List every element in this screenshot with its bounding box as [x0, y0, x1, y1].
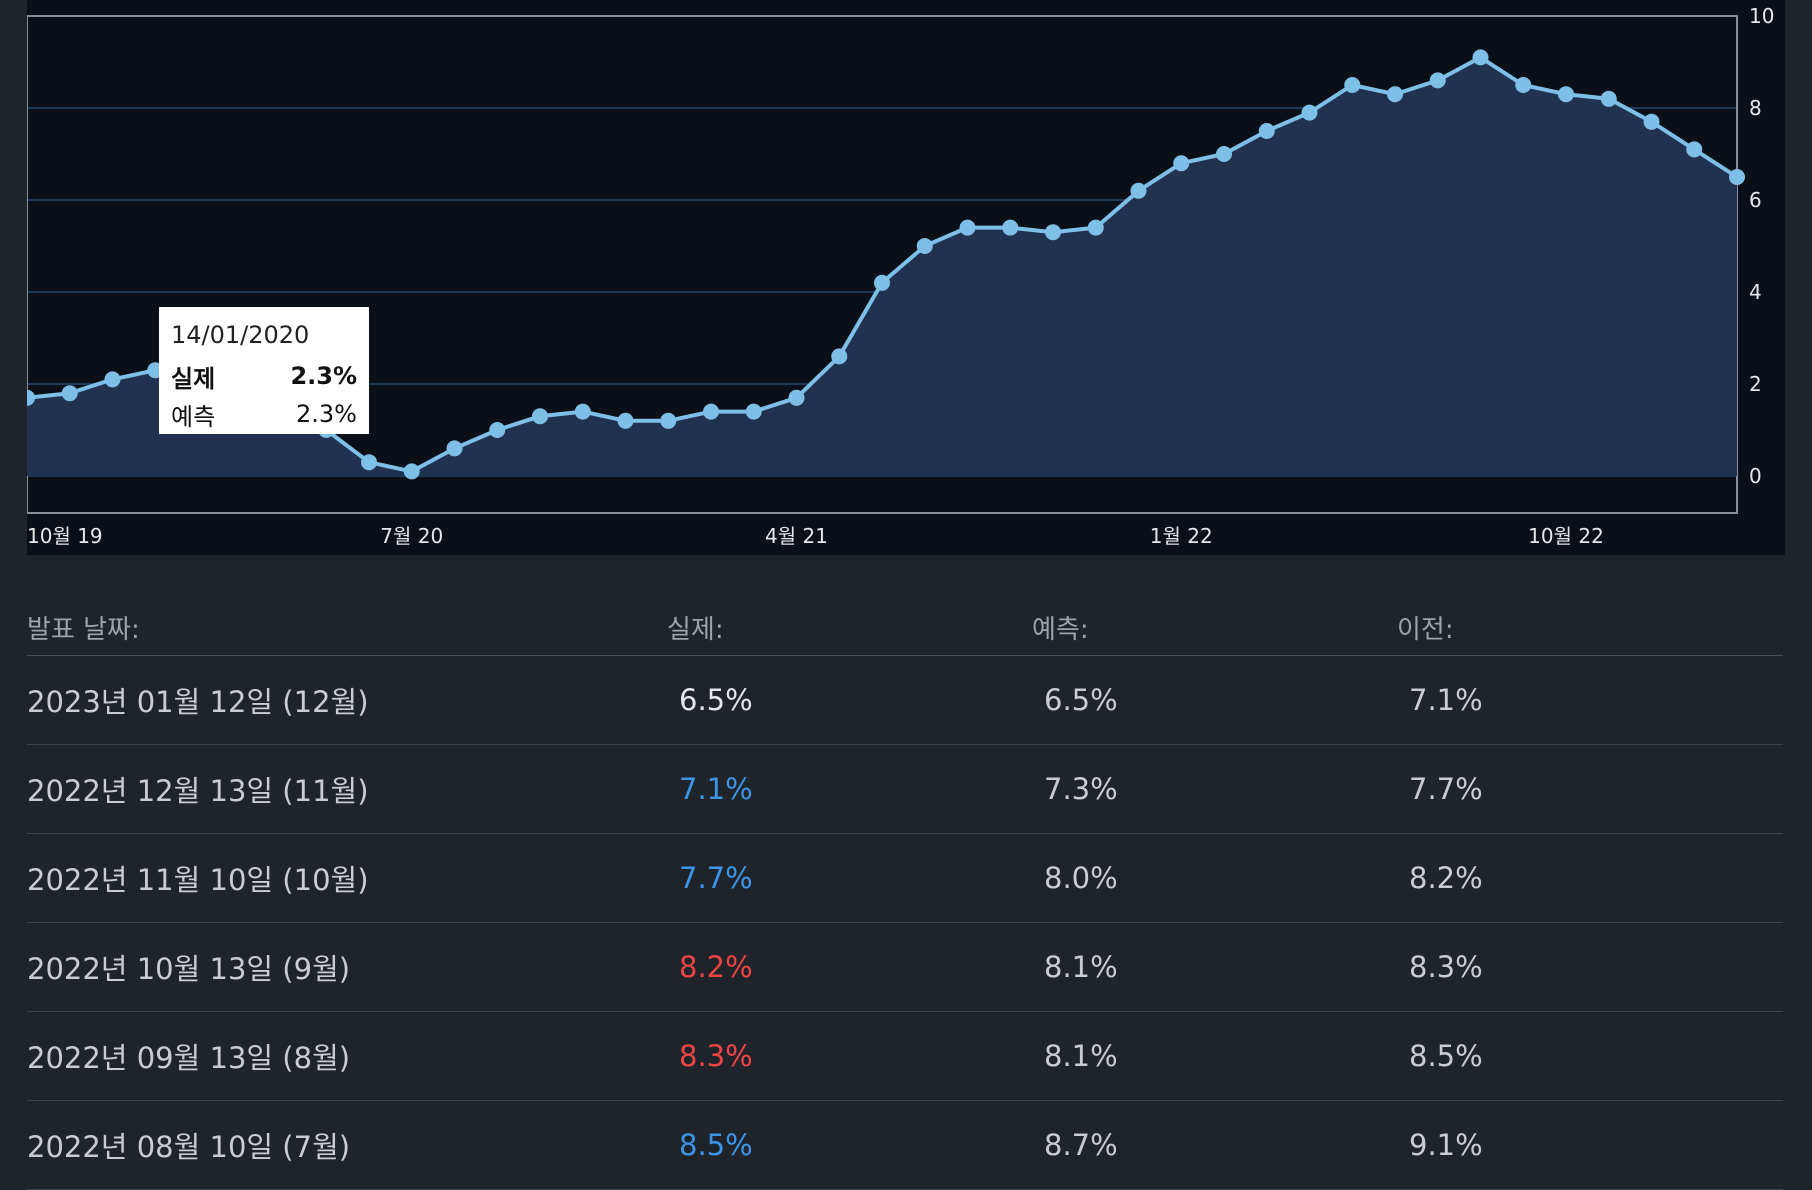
table-row: 2022년 12월 13일 (11월) 7.1% 7.3% 7.7%: [27, 745, 1783, 834]
chart-tooltip: 14/01/2020 실제 2.3% 예측 2.3%: [159, 307, 369, 434]
inflation-chart[interactable]: 0 2 4 6 8 10 10월 19 7월 20 4월 21 1월 22 10월 22 14/01…: [27, 0, 1785, 555]
data-point: [1045, 224, 1061, 241]
series-area: [27, 57, 1737, 477]
data-point: [532, 408, 548, 425]
y-tick-label: 4: [1749, 280, 1762, 304]
data-point: [1344, 77, 1361, 93]
header-forecast: 예측:: [1032, 615, 1089, 645]
row-forecast: 8.1%: [1044, 950, 1118, 984]
data-point: [1130, 182, 1147, 199]
tooltip-actual-label: 실제: [171, 364, 216, 393]
data-point: [1686, 141, 1703, 158]
row-actual: 8.3%: [679, 1039, 753, 1073]
tooltip-forecast-value: 2.3%: [296, 400, 357, 428]
row-previous: 8.3%: [1409, 950, 1483, 984]
row-previous: 7.1%: [1409, 683, 1483, 717]
x-tick-label: 10월 19: [27, 524, 103, 548]
data-point: [1387, 86, 1403, 103]
header-date: 발표 날짜:: [27, 615, 140, 645]
data-point: [1258, 123, 1275, 139]
x-tick-label: 10월 22: [1528, 524, 1604, 548]
header-actual: 실제:: [667, 615, 724, 645]
row-previous: 8.2%: [1409, 861, 1483, 895]
row-forecast: 8.7%: [1044, 1128, 1118, 1162]
data-point: [1729, 169, 1745, 185]
row-previous: 7.7%: [1409, 772, 1483, 806]
row-date: 2022년 10월 13일 (9월): [27, 952, 351, 986]
row-previous: 8.5%: [1409, 1039, 1483, 1073]
row-actual: 7.7%: [679, 861, 753, 895]
row-previous: 9.1%: [1409, 1128, 1483, 1162]
table-row: 2022년 10월 13일 (9월) 8.2% 8.1% 8.3%: [27, 923, 1783, 1012]
row-actual: 6.5%: [679, 683, 753, 717]
data-point: [788, 389, 805, 406]
data-point: [403, 463, 420, 480]
table-row: 2023년 01월 12일 (12월) 6.5% 6.5% 7.1%: [27, 656, 1783, 745]
data-point: [1558, 86, 1574, 103]
row-forecast: 8.1%: [1044, 1039, 1118, 1073]
data-point: [745, 403, 762, 420]
y-tick-label: 0: [1749, 464, 1762, 488]
data-point: [574, 403, 591, 420]
table-row: 2022년 11월 10일 (10월) 7.7% 8.0% 8.2%: [27, 834, 1783, 923]
data-point: [446, 440, 463, 457]
header-previous: 이전:: [1397, 615, 1454, 645]
table-body: 2023년 01월 12일 (12월) 6.5% 6.5% 7.1% 2022년 12월…: [27, 656, 1783, 1190]
data-point: [703, 403, 719, 420]
data-point: [1173, 155, 1190, 172]
tooltip-actual-value: 2.3%: [290, 362, 357, 390]
row-actual: 8.5%: [679, 1128, 753, 1162]
y-tick-label: 2: [1749, 372, 1762, 396]
row-forecast: 7.3%: [1044, 772, 1118, 806]
data-point: [617, 412, 634, 429]
row-date: 2022년 08월 10일 (7월): [27, 1130, 351, 1164]
chart-svg[interactable]: 0 2 4 6 8 10 10월 19 7월 20 4월 21 1월 22 10월 22: [27, 0, 1785, 555]
data-point: [104, 371, 121, 388]
table-row: 2022년 08월 10일 (7월) 8.5% 8.7% 9.1%: [27, 1101, 1783, 1190]
y-tick-label: 10: [1749, 4, 1774, 28]
data-point: [1643, 113, 1660, 130]
data-point: [1472, 49, 1489, 66]
data-point: [361, 454, 377, 471]
row-forecast: 6.5%: [1044, 683, 1118, 717]
y-tick-label: 8: [1749, 96, 1762, 120]
data-point: [874, 274, 890, 291]
y-tick-label: 6: [1749, 188, 1762, 212]
data-point: [660, 412, 677, 429]
tooltip-forecast-label: 예측: [171, 402, 216, 431]
row-forecast: 8.0%: [1044, 861, 1118, 895]
data-point: [1002, 219, 1019, 236]
data-point: [61, 385, 78, 402]
tooltip-forecast-row: 예측 2.3%: [171, 395, 357, 433]
x-tick-label: 1월 22: [1150, 524, 1213, 548]
x-tick-label: 4월 21: [765, 524, 828, 548]
row-date: 2022년 09월 13일 (8월): [27, 1041, 351, 1075]
data-point: [27, 389, 35, 406]
data-point: [831, 348, 848, 365]
data-point: [1087, 219, 1104, 236]
table-header: 발표 날짜: 실제: 예측: 이전:: [27, 600, 1783, 656]
x-tick-label: 7월 20: [380, 524, 443, 548]
release-history-table: 발표 날짜: 실제: 예측: 이전: 2023년 01월 12일 (12월) 6.…: [27, 600, 1783, 1190]
tooltip-date: 14/01/2020: [171, 321, 310, 349]
data-point: [959, 219, 976, 236]
row-date: 2023년 01월 12일 (12월): [27, 685, 369, 719]
data-point: [489, 422, 506, 438]
data-point: [1515, 77, 1532, 93]
table-row: 2022년 09월 13일 (8월) 8.3% 8.1% 8.5%: [27, 1012, 1783, 1101]
data-point: [1429, 72, 1446, 89]
data-point: [1600, 90, 1617, 107]
data-point: [916, 238, 933, 254]
row-actual: 7.1%: [679, 772, 753, 806]
row-date: 2022년 12월 13일 (11월): [27, 774, 369, 808]
row-date: 2022년 11월 10일 (10월): [27, 863, 369, 897]
tooltip-actual-row: 실제 2.3%: [171, 357, 357, 395]
row-actual: 8.2%: [679, 950, 753, 984]
data-point: [1301, 104, 1318, 121]
data-point: [1216, 146, 1232, 162]
